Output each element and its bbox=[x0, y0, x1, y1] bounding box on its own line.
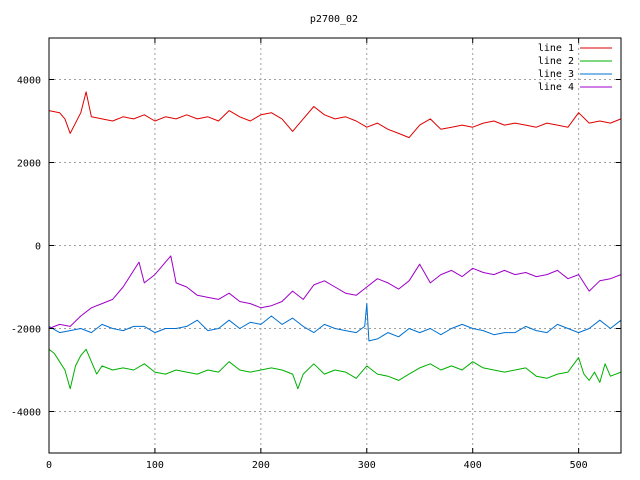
x-tick-label: 500 bbox=[570, 460, 588, 471]
y-tick-label: 2000 bbox=[17, 159, 41, 170]
series-line-2 bbox=[48, 348, 622, 390]
chart-title: p2700_02 bbox=[310, 14, 358, 25]
series-lines bbox=[48, 91, 622, 390]
x-tick-label: 200 bbox=[252, 460, 270, 471]
y-tick-label: 0 bbox=[35, 242, 41, 253]
x-tick-label: 100 bbox=[146, 460, 164, 471]
legend: line 1 line 2 line 3 line 4 bbox=[538, 43, 612, 93]
legend-label-line-3: line 3 bbox=[538, 69, 574, 80]
y-tick-label: 4000 bbox=[17, 76, 41, 87]
series-line-3 bbox=[48, 303, 622, 342]
x-tick-label: 400 bbox=[464, 460, 482, 471]
x-tick-label: 300 bbox=[358, 460, 376, 471]
legend-label-line-2: line 2 bbox=[538, 56, 574, 67]
legend-label-line-1: line 1 bbox=[538, 43, 574, 54]
y-tick-label: -2000 bbox=[11, 325, 41, 336]
y-tick-label: -4000 bbox=[11, 408, 41, 419]
axis-ticks: 0 100 200 300 400 500 -4000 -2000 0 2000 4000 bbox=[11, 38, 621, 471]
x-tick-label: 0 bbox=[46, 460, 52, 471]
grid bbox=[49, 38, 621, 453]
legend-label-line-4: line 4 bbox=[538, 82, 574, 93]
series-line-4 bbox=[48, 255, 622, 329]
series-line-1 bbox=[48, 91, 622, 139]
